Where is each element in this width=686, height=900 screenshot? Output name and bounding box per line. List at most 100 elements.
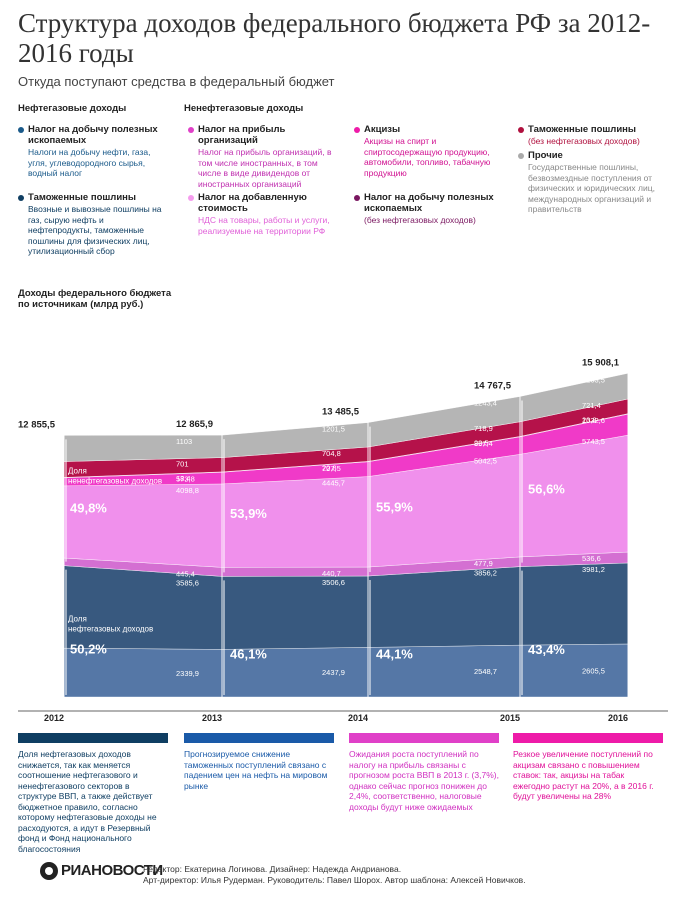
total-label: 12 865,9 — [176, 419, 213, 430]
chart-title: Доходы федерального бюджета по источникам… — [18, 288, 172, 310]
note-text: Доля нефтегазовых доходов снижается, так… — [18, 749, 157, 854]
oil-share-caption: Доля нефтегазовых доходов — [68, 615, 153, 634]
oil-share-label: 43,4% — [528, 642, 565, 657]
data-label: 23,8 — [582, 416, 597, 425]
note-color-bar — [184, 733, 334, 743]
legend-title: Акцизы — [364, 124, 401, 135]
total-label: 14 767,5 — [474, 380, 512, 391]
note-color-bar — [18, 733, 168, 743]
bullet-icon — [188, 195, 194, 201]
data-label: 779 — [20, 464, 33, 473]
note-text: Ожидания роста поступлений по налогу на … — [349, 749, 499, 812]
credits-line: Редактор: Екатерина Логинова. Дизайнер: … — [143, 864, 402, 874]
legend-desc: Ввозные и вывозные пошлины на газ, сырую… — [28, 204, 162, 256]
data-label: 2548,7 — [474, 667, 497, 676]
legend-item-customs-duties: Таможенные пошлины Ввозные и вывозные по… — [18, 192, 168, 257]
data-label: 445,4 — [176, 569, 195, 578]
legend-item-mineral-tax: Налог на добычу полезных ископаемых Нало… — [18, 124, 168, 179]
data-label: 2437,9 — [322, 668, 345, 677]
bullet-icon — [518, 153, 524, 159]
data-label: 20,8 — [322, 463, 337, 472]
data-label: 857,4 — [474, 439, 493, 448]
nonoil-share-label: 53,9% — [230, 506, 267, 521]
bullet-icon — [188, 127, 194, 133]
logo-icon — [40, 862, 58, 881]
note-text: Прогнозируемое снижение таможенных посту… — [184, 749, 328, 791]
x-tick-label: 2014 — [348, 713, 368, 723]
nonoil-share-caption: Доля ненефтегазовых доходов — [68, 467, 162, 486]
data-label: 5743,5 — [582, 437, 605, 446]
data-label: 1201,5 — [322, 425, 345, 434]
revenue-area-chart: Доходы федерального бюджета по источникам… — [18, 288, 673, 723]
legend-item-profit-tax: Налог на прибыль организаций Налог на пр… — [188, 124, 343, 189]
ria-logo: РИАНОВОСТИ — [40, 862, 163, 881]
logo-text: РИАНОВОСТИ — [61, 862, 163, 879]
legend-title: Налог на добычу полезных ископаемых — [364, 192, 494, 214]
legend-desc: (без нефтегазовых доходов) — [528, 136, 640, 146]
data-label: 4053,4 — [20, 568, 43, 577]
oil-share-label: 44,1% — [376, 647, 413, 662]
total-label: 12 855,5 — [18, 419, 56, 430]
total-label: 13 485,5 — [322, 407, 360, 418]
legend-title: Прочие — [528, 150, 563, 161]
note-color-bar — [349, 733, 499, 743]
data-label: 5042,5 — [474, 456, 497, 465]
data-label: 701 — [176, 460, 189, 469]
legend-item-vat: Налог на добавленную стоимость НДС на то… — [188, 192, 343, 236]
credits: Редактор: Екатерина Логинова. Дизайнер: … — [143, 864, 526, 885]
legend-desc: Государственные пошлины, безвозмездные п… — [528, 162, 655, 214]
data-label: 375,8 — [20, 560, 39, 569]
note-color-bar — [513, 733, 663, 743]
legend-desc: Акцизы на спирт и спиртосодержащую проду… — [364, 136, 491, 178]
x-tick-label: 2015 — [500, 713, 520, 723]
legend-title: Налог на добавленную стоимость — [198, 192, 307, 214]
total-label: 15 908,1 — [582, 357, 620, 368]
data-label: 3981,2 — [582, 565, 605, 574]
x-tick-label: 2016 — [608, 713, 628, 723]
bullet-icon — [518, 127, 524, 133]
data-label: 20,7 — [20, 479, 35, 488]
legend-title: Таможенные пошлины — [528, 124, 637, 135]
bullet-icon — [354, 127, 360, 133]
note-excise: Резкое увеличение поступлений по акцизам… — [513, 733, 663, 802]
data-label: 4445,7 — [322, 479, 345, 488]
oil-share-label: 46,1% — [230, 647, 267, 662]
legend-item-excise: Акцизы Акцизы на спирт и спиртосодержащу… — [354, 124, 504, 178]
legend-item-mineral-tax-nonoil: Налог на добычу полезных ископаемых (без… — [354, 192, 504, 226]
oil-share-label: 41,4% — [636, 640, 673, 655]
x-tick-label: 2013 — [202, 713, 222, 723]
nonoil-share-label: 58,6% — [636, 468, 673, 483]
data-label: 395,3 — [20, 480, 39, 489]
data-label: 1243,4 — [474, 398, 497, 407]
legend-item-customs-nonoil: Таможенные пошлины (без нефтегазовых дох… — [518, 124, 668, 147]
legend-desc: (без нефтегазовых доходов) — [364, 215, 476, 225]
legend-title: Налог на добычу полезных ископаемых — [28, 124, 158, 146]
bullet-icon — [18, 195, 24, 201]
note-text: Резкое увеличение поступлений по акцизам… — [513, 749, 654, 801]
nonoil-share-label: 49,8% — [70, 501, 107, 516]
data-label: 1263,5 — [582, 375, 605, 384]
data-label: 22,5 — [474, 438, 489, 447]
data-label: 1103 — [176, 437, 192, 446]
nonoil-share-label: 56,6% — [528, 482, 565, 497]
legend-desc: Налог на прибыль организаций, в том числ… — [198, 147, 332, 189]
data-label: 3545,8 — [20, 488, 43, 497]
data-label: 718,9 — [474, 424, 493, 433]
bullet-icon — [354, 195, 360, 201]
data-label: 1285,7 — [20, 437, 43, 446]
note-oil-share: Доля нефтегазовых доходов снижается, так… — [18, 733, 168, 854]
legend-item-other: Прочие Государственные пошлины, безвозме… — [518, 150, 668, 215]
bullet-icon — [18, 127, 24, 133]
data-label: 18,4 — [176, 474, 191, 483]
oil-revenue-heading: Нефтегазовые доходы — [18, 103, 127, 114]
data-label: 2339,9 — [176, 669, 199, 678]
data-label: 3856,2 — [474, 569, 497, 578]
legend-desc: НДС на товары, работы и услуги, реализуе… — [198, 215, 330, 236]
page-subtitle: Откуда поступают средства в федеральный … — [18, 74, 335, 89]
legend-title: Таможенные пошлины — [28, 192, 137, 203]
data-label: 3506,6 — [322, 578, 345, 587]
oil-share-label: 50,2% — [70, 641, 107, 656]
data-label: 573,8 — [176, 474, 195, 483]
data-label: 4098,8 — [176, 486, 199, 495]
data-label: 3585,6 — [176, 578, 199, 587]
